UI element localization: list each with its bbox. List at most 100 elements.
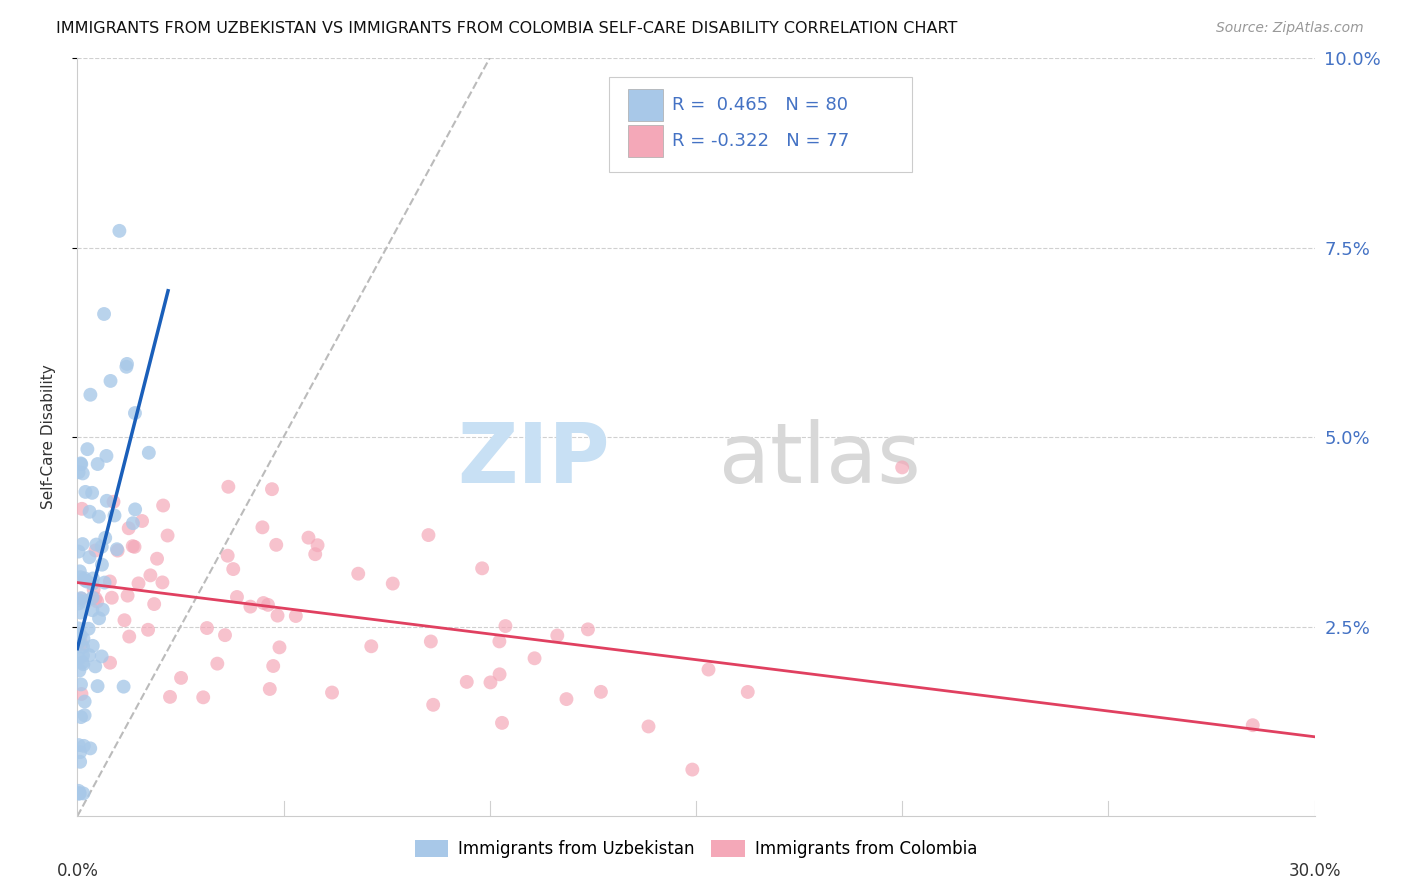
- Text: 0.0%: 0.0%: [56, 862, 98, 880]
- Text: Source: ZipAtlas.com: Source: ZipAtlas.com: [1216, 21, 1364, 35]
- Point: [83, 582, 105, 597]
- Point: [75, 574, 97, 588]
- Point: [86, 457, 108, 471]
- Point: [96, 493, 118, 508]
- Point: [381, 576, 404, 591]
- Point: [93, 307, 115, 321]
- Point: [146, 551, 169, 566]
- Point: [217, 480, 239, 494]
- Point: [82, 486, 104, 500]
- Point: [93, 575, 115, 590]
- Point: [681, 763, 703, 777]
- Text: atlas: atlas: [718, 419, 921, 500]
- Point: [105, 542, 128, 557]
- Point: [70, 677, 93, 691]
- Point: [124, 540, 146, 554]
- Point: [226, 590, 249, 604]
- Point: [70, 710, 93, 724]
- Point: [117, 589, 139, 603]
- Point: [471, 561, 494, 575]
- Point: [84, 659, 107, 673]
- Point: [69, 606, 91, 620]
- Point: [488, 634, 510, 648]
- Point: [75, 484, 97, 499]
- Point: [114, 613, 136, 627]
- Point: [70, 687, 93, 701]
- Point: [70, 457, 93, 471]
- Point: [347, 566, 370, 581]
- Point: [128, 576, 150, 591]
- Point: [239, 599, 262, 614]
- Point: [257, 598, 280, 612]
- Point: [195, 621, 218, 635]
- Point: [124, 406, 146, 420]
- Point: [589, 685, 612, 699]
- Point: [70, 501, 93, 516]
- Point: [86, 594, 108, 608]
- Point: [121, 539, 143, 553]
- Point: [491, 715, 513, 730]
- Point: [98, 574, 121, 589]
- Text: 30.0%: 30.0%: [1288, 862, 1341, 880]
- Point: [67, 597, 90, 611]
- Point: [82, 571, 104, 585]
- Point: [77, 622, 100, 636]
- Point: [523, 651, 546, 665]
- Point: [112, 680, 135, 694]
- Point: [260, 482, 283, 496]
- Point: [72, 467, 94, 481]
- Point: [96, 449, 118, 463]
- Point: [67, 635, 90, 649]
- Point: [67, 465, 90, 479]
- Point: [266, 608, 288, 623]
- Point: [479, 675, 502, 690]
- Point: [69, 565, 91, 579]
- Text: ZIP: ZIP: [457, 419, 609, 500]
- Point: [136, 623, 159, 637]
- Point: [82, 639, 104, 653]
- Point: [86, 679, 108, 693]
- Point: [77, 648, 100, 663]
- Point: [207, 657, 229, 671]
- Point: [98, 656, 121, 670]
- Point: [103, 495, 125, 509]
- Point: [84, 543, 107, 558]
- Text: IMMIGRANTS FROM UZBEKISTAN VS IMMIGRANTS FROM COLOMBIA SELF-CARE DISABILITY CORR: IMMIGRANTS FROM UZBEKISTAN VS IMMIGRANTS…: [56, 21, 957, 36]
- Point: [139, 568, 162, 582]
- Point: [118, 521, 141, 535]
- Legend: Immigrants from Uzbekistan, Immigrants from Colombia: Immigrants from Uzbekistan, Immigrants f…: [408, 833, 984, 864]
- Point: [76, 594, 98, 608]
- Point: [108, 224, 131, 238]
- Point: [115, 357, 138, 371]
- Point: [67, 664, 90, 678]
- Point: [79, 550, 101, 565]
- Point: [107, 543, 129, 558]
- Point: [214, 628, 236, 642]
- Point: [82, 591, 104, 605]
- Point: [1241, 718, 1264, 732]
- Point: [304, 547, 326, 561]
- Point: [73, 571, 96, 585]
- Point: [72, 648, 94, 663]
- Point: [94, 531, 117, 545]
- Point: [84, 591, 107, 606]
- Point: [124, 502, 146, 516]
- Point: [422, 698, 444, 712]
- Point: [152, 499, 174, 513]
- Point: [79, 388, 101, 402]
- Point: [456, 674, 478, 689]
- Point: [82, 577, 104, 591]
- Point: [100, 374, 122, 388]
- FancyBboxPatch shape: [628, 125, 662, 157]
- Point: [72, 657, 94, 672]
- Point: [73, 708, 96, 723]
- Point: [131, 514, 153, 528]
- Point: [193, 690, 215, 705]
- Point: [156, 528, 179, 542]
- Point: [90, 540, 112, 554]
- Point: [90, 649, 112, 664]
- Point: [576, 623, 599, 637]
- Point: [67, 787, 90, 801]
- Point: [67, 544, 90, 558]
- FancyBboxPatch shape: [628, 89, 662, 121]
